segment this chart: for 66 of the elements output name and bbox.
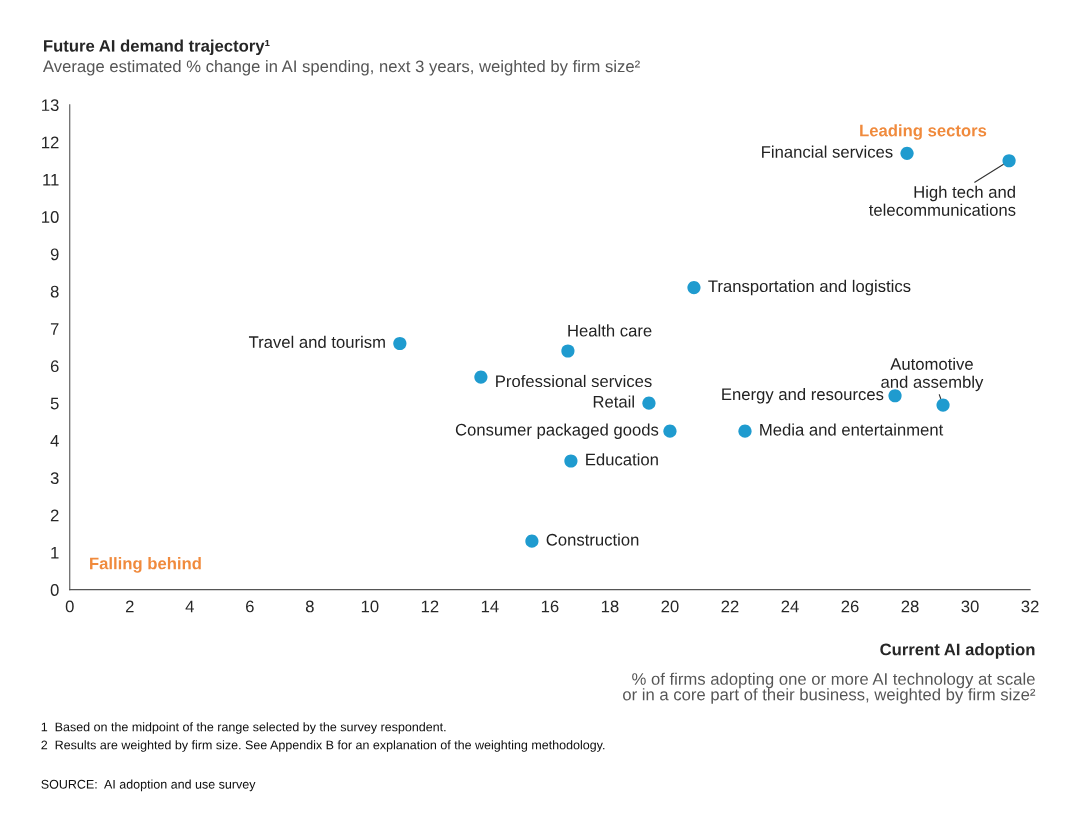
- x-tick-label: 16: [541, 600, 559, 613]
- annotation: Consumer packaged goods: [455, 423, 659, 439]
- y-tick-label: 7: [50, 323, 59, 335]
- annotation: Financial services: [762, 145, 893, 158]
- y-tick-label: 2: [50, 509, 59, 522]
- text: 1 Based on the midpoint of the range selected by the survey respondent.: [41, 722, 446, 734]
- x-tick-label: 10: [361, 600, 379, 613]
- point: [474, 370, 488, 384]
- x-axis-title: Current AI adoption: [880, 643, 1035, 659]
- chart-subtitle: Average estimated % change in AI spending, next 3 years, weighted by firm size²: [42, 59, 640, 76]
- text: 2 Results are weighted by firm size. See Appendix B for an explanation of the weighting methodology.: [41, 740, 605, 752]
- annotation: Health care: [568, 324, 652, 337]
- annotation: High tech and telecommunications: [868, 185, 1016, 216]
- chart-title: Future AI demand trajectory¹: [44, 39, 270, 56]
- x-tick-label: 12: [421, 600, 439, 613]
- source-note: SOURCE: AI adoption and use survey: [41, 779, 256, 792]
- annotation: Retail: [593, 395, 634, 408]
- x-tick-label: 0: [65, 600, 74, 613]
- annotation: Professional services: [496, 374, 652, 388]
- point: [564, 454, 578, 468]
- point: [642, 396, 656, 410]
- x-tick-label: 2: [125, 600, 134, 613]
- point: [1002, 154, 1016, 168]
- y-tick-label: 6: [50, 360, 59, 373]
- y-tick-label: 8: [50, 285, 59, 298]
- point: [561, 344, 575, 358]
- point: [687, 280, 701, 295]
- y-tick-label: 10: [42, 211, 59, 223]
- point: [936, 398, 950, 412]
- y-tick-label: 0: [50, 584, 59, 596]
- x-tick-label: 8: [305, 600, 314, 613]
- point: [900, 146, 914, 160]
- y-tick-label: 3: [50, 472, 59, 484]
- x-tick-label: 14: [481, 600, 499, 613]
- x-tick-label: 32: [1021, 600, 1039, 613]
- x-tick-label: 24: [781, 600, 799, 613]
- x-tick-label: 28: [901, 600, 919, 613]
- annotation: Transportation and logistics: [708, 279, 911, 296]
- x-tick-label: 18: [601, 600, 619, 613]
- point: [888, 389, 902, 403]
- y-tick-label: 13: [42, 99, 59, 112]
- annotation: Construction: [546, 533, 639, 546]
- point: [663, 424, 677, 438]
- x-tick-label: 26: [841, 600, 859, 613]
- annotation: Energy and resources: [722, 387, 884, 404]
- x-tick-label: 22: [721, 600, 739, 613]
- point: [525, 534, 539, 548]
- y-tick-label: 1: [51, 546, 59, 559]
- x-tick-label: 30: [961, 600, 979, 613]
- point: [738, 424, 752, 438]
- y-tick-label: 11: [43, 174, 59, 186]
- y-tick-label: 9: [50, 248, 59, 261]
- y-tick-label: 12: [42, 136, 59, 149]
- annotation: Falling behind: [90, 557, 201, 573]
- annotation: Leading sectors: [860, 124, 987, 140]
- x-tick-label: 6: [246, 600, 254, 613]
- x2-axis-title: % of firms adopting one or more AI technology at scale or in a core part of their business, weighted by firm size²: [623, 672, 1036, 704]
- y-tick-label: 5: [50, 397, 59, 410]
- x-tick-label: 4: [185, 600, 194, 613]
- annotation: Media and entertainment: [760, 423, 944, 436]
- annotation: Automotive and assembly: [881, 357, 984, 392]
- annotation: Education: [586, 453, 658, 466]
- x-tick-label: 20: [661, 600, 679, 613]
- annotation: Travel and tourism: [248, 335, 385, 348]
- point: [393, 336, 407, 351]
- y-tick-label: 4: [50, 435, 59, 447]
